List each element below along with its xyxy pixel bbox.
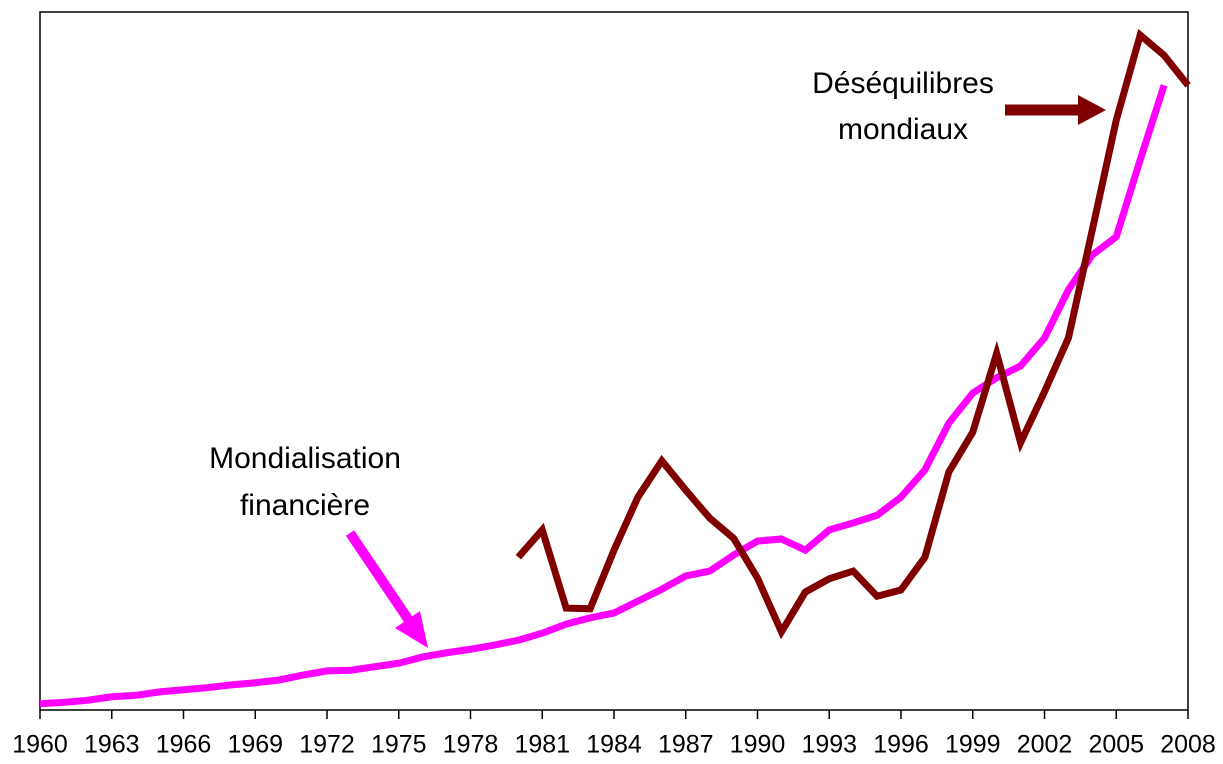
annotation-arrowhead — [1078, 95, 1106, 125]
x-tick-label: 1978 — [443, 731, 499, 759]
x-tick-label: 1966 — [156, 731, 212, 759]
annotation-text: Déséquilibres — [812, 67, 994, 100]
annotation-arrowhead — [395, 611, 428, 648]
x-tick-label: 1960 — [12, 731, 68, 759]
x-tick-label: 1975 — [371, 731, 427, 759]
x-tick-label: 1984 — [586, 731, 642, 759]
line-series — [39, 84, 1168, 708]
x-tick-label: 2002 — [1017, 731, 1073, 759]
x-tick-label: 1963 — [84, 731, 140, 759]
plot-frame — [39, 11, 1189, 711]
x-tick-label: 2008 — [1160, 731, 1216, 759]
annotation-text: Mondialisation — [209, 442, 401, 475]
x-tick-label: 1969 — [227, 731, 283, 759]
x-tick-label: 1987 — [658, 731, 714, 759]
x-tick-label: 1981 — [514, 731, 570, 759]
annotation-text: mondiaux — [838, 113, 968, 146]
line-series — [515, 28, 1191, 640]
annotation-2: Déséquilibres mondiaux — [812, 67, 1106, 146]
x-tick-label: 1993 — [801, 731, 857, 759]
x-tick-label: 1990 — [730, 731, 786, 759]
annotation-text: financière — [240, 489, 370, 522]
annotation-1: Mondialisation financière — [209, 442, 428, 648]
x-tick-label: 1996 — [873, 731, 929, 759]
annotation-arrow — [345, 530, 415, 625]
x-tick-label: 2005 — [1088, 731, 1144, 759]
x-tick-label: 1999 — [945, 731, 1001, 759]
x-tick-label: 1972 — [299, 731, 355, 759]
